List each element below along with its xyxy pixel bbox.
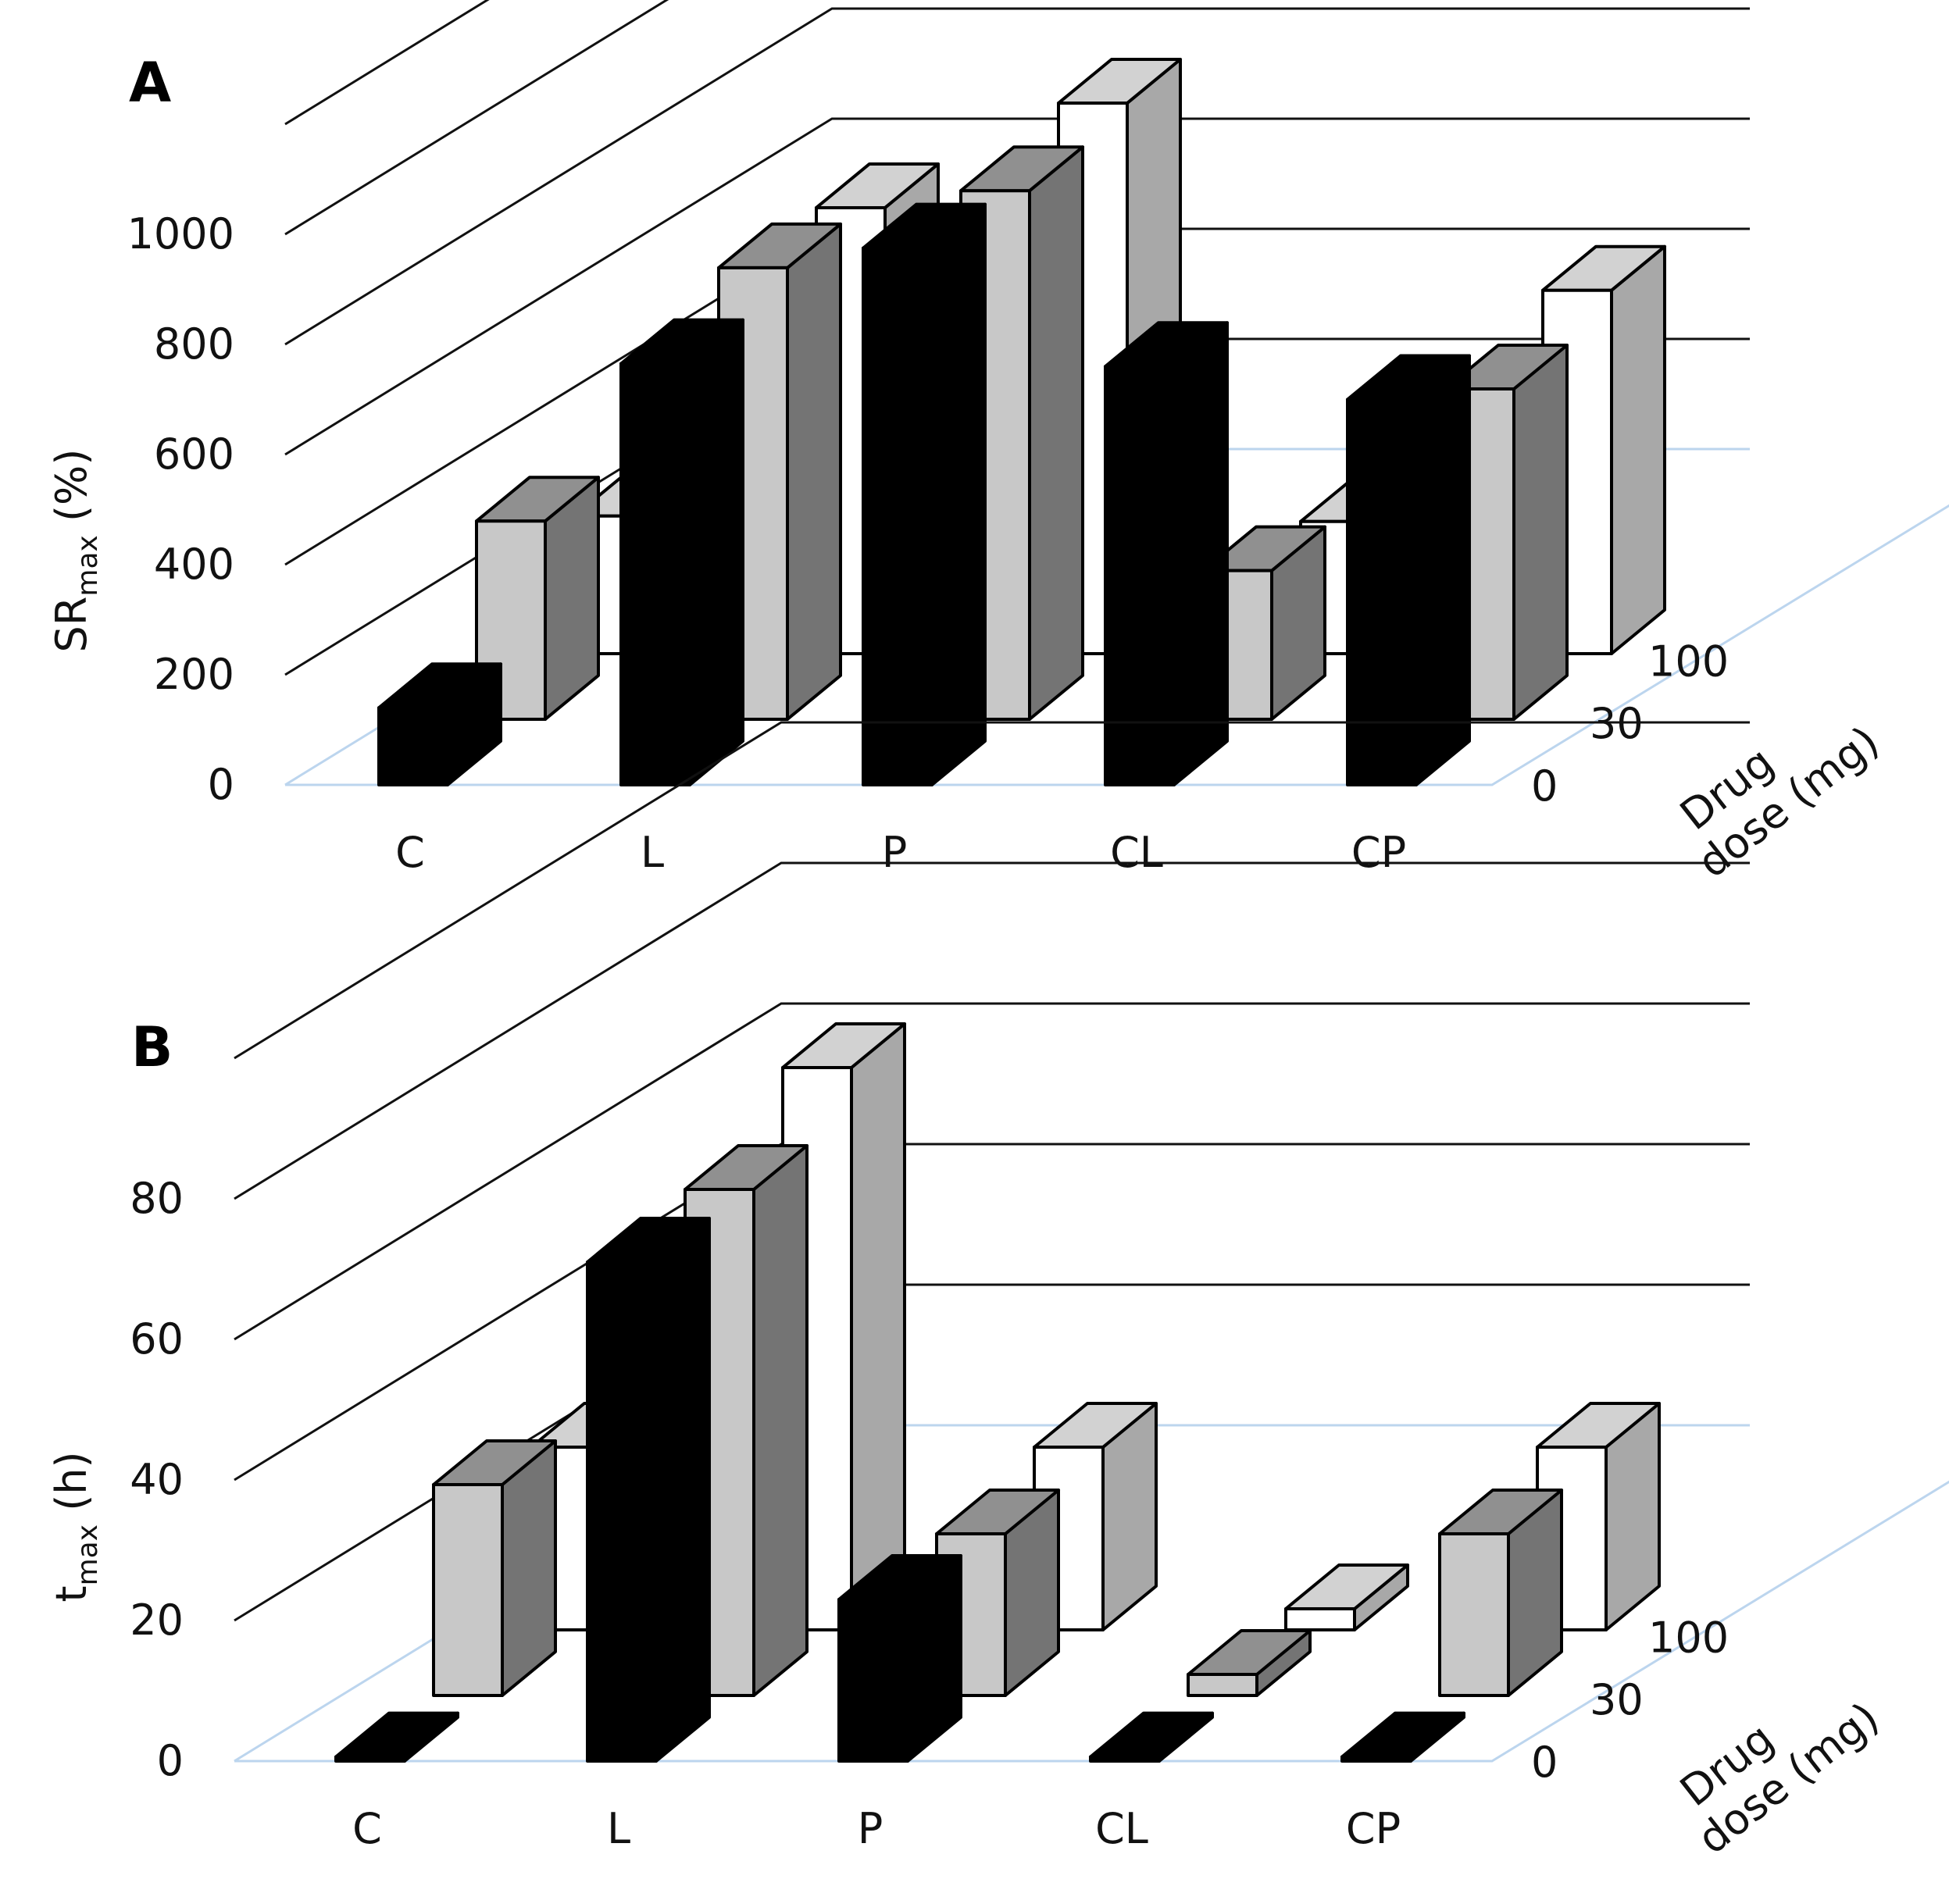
panel-letter: A <box>129 51 171 115</box>
category-label: C <box>352 1804 382 1853</box>
bar-b-l-dose-0 <box>586 1217 711 1763</box>
category-label: CL <box>1110 828 1163 877</box>
y-tick-label: 1000 <box>127 209 234 259</box>
panel-letter: B <box>131 1015 173 1079</box>
bar-a-c-dose-30 <box>475 476 600 721</box>
y-tick-label: 400 <box>154 540 234 589</box>
gridline <box>234 1002 1750 1341</box>
gridline <box>284 0 669 236</box>
bar-b-cl-dose-30 <box>1187 1629 1312 1697</box>
category-label: P <box>858 1804 883 1853</box>
bar-b-cl-dose-100 <box>1284 1563 1409 1631</box>
y-tick-label: 0 <box>208 760 234 809</box>
y-tick-label: 200 <box>154 650 234 699</box>
gridline <box>234 861 1750 1200</box>
y-tick-label: 800 <box>154 319 234 369</box>
depth-tick-label: 100 <box>1648 636 1729 686</box>
gridline <box>284 0 490 126</box>
y-axis-label: tmax (h) <box>47 1451 104 1602</box>
category-label: P <box>882 828 908 877</box>
bar-a-cp-dose-0 <box>1346 354 1471 786</box>
depth-tick-label: 100 <box>1648 1613 1729 1662</box>
bar-b-p-dose-0 <box>837 1554 962 1763</box>
category-label: CP <box>1351 828 1406 877</box>
depth-tick-label: 0 <box>1531 761 1558 811</box>
y-tick-label: 0 <box>157 1736 184 1785</box>
category-label: CP <box>1346 1804 1401 1853</box>
y-tick-label: 40 <box>130 1455 184 1504</box>
depth-tick-label: 30 <box>1590 1675 1644 1724</box>
gridline <box>234 721 1750 1060</box>
bar-a-cl-dose-0 <box>1104 321 1229 786</box>
svg-text:tmax (h): tmax (h) <box>47 1451 104 1602</box>
svg-text:SRmax (%): SRmax (%) <box>47 449 104 653</box>
bar-b-cl-dose-0 <box>1089 1711 1214 1763</box>
bar-b-c-dose-0 <box>334 1711 459 1763</box>
gridline <box>234 1143 1750 1481</box>
bar-b-p-dose-30 <box>935 1489 1060 1697</box>
bar-b-cp-dose-0 <box>1340 1711 1465 1763</box>
category-label: L <box>641 828 664 877</box>
bar-a-p-dose-0 <box>862 202 987 786</box>
depth-tick-label: 0 <box>1531 1738 1558 1787</box>
category-label: L <box>607 1804 630 1853</box>
y-tick-label: 20 <box>130 1596 184 1645</box>
bar-b-c-dose-30 <box>432 1439 557 1697</box>
bar-a-c-dose-0 <box>377 662 502 786</box>
y-axis-label: SRmax (%) <box>47 449 104 653</box>
depth-tick-label: 30 <box>1590 699 1644 748</box>
category-label: CL <box>1095 1804 1148 1853</box>
bar-a-l-dose-0 <box>619 318 744 786</box>
y-tick-label: 60 <box>130 1314 184 1364</box>
bar-b-cp-dose-30 <box>1438 1489 1563 1697</box>
y-tick-label: 80 <box>130 1174 184 1223</box>
y-tick-label: 600 <box>154 430 234 479</box>
gridline <box>284 117 1750 456</box>
category-label: C <box>395 828 425 877</box>
gridline <box>284 7 1750 346</box>
